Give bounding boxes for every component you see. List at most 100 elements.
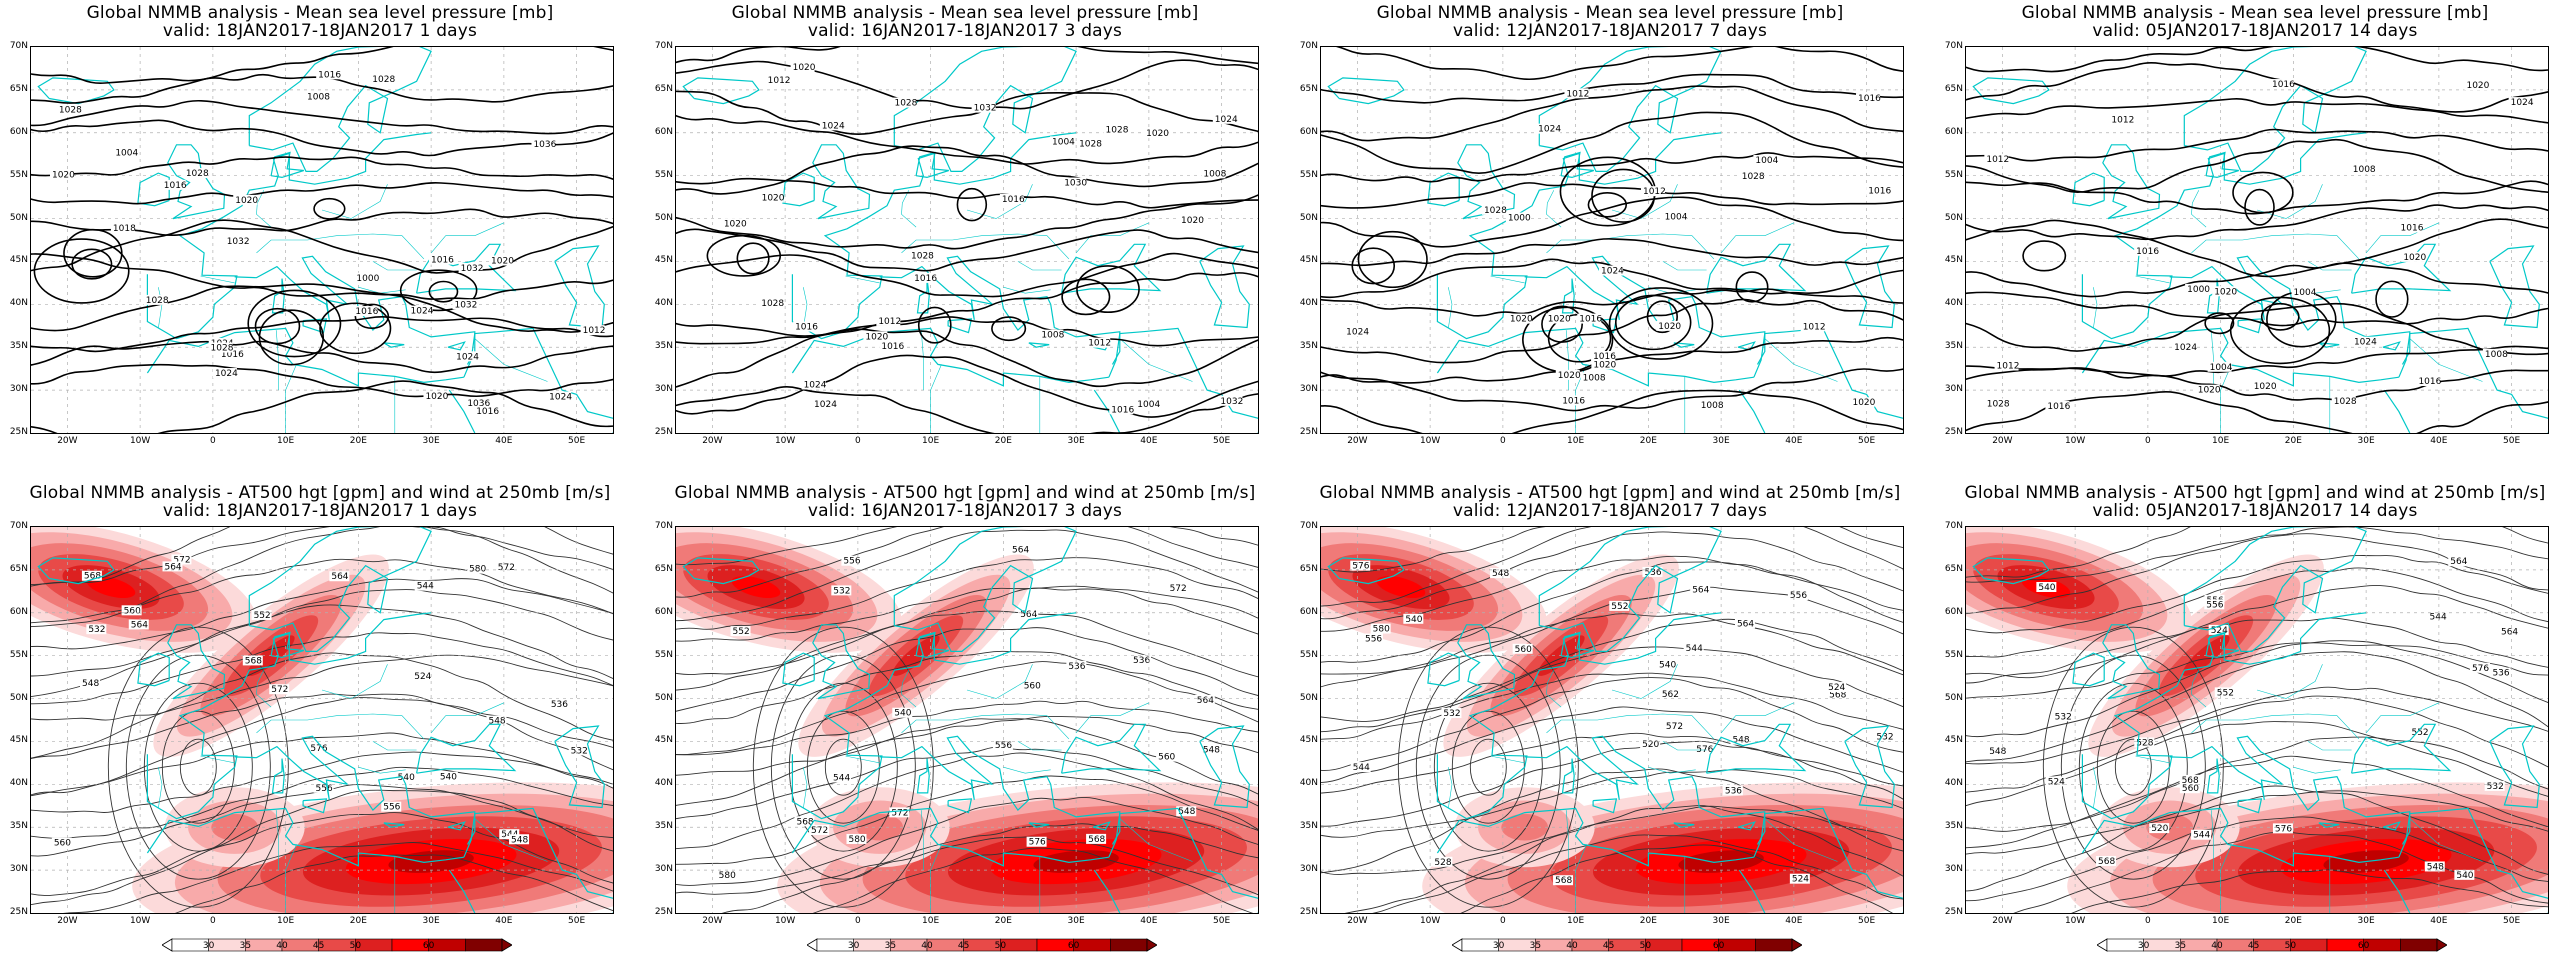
z500-map-panel: Global NMMB analysis - AT500 hgt [gpm] a… — [0, 480, 640, 960]
lat-tick-label: 40N — [654, 298, 673, 309]
isobar-label: 1004 — [115, 149, 138, 159]
lat-tick-label: 35N — [9, 821, 28, 832]
coastline — [1972, 527, 2548, 913]
valid-period: valid: 12JAN2017-18JAN2017 7 days — [1452, 501, 1768, 521]
lon-tick-label: 10W — [2064, 436, 2086, 446]
lon-tick-label: 20W — [57, 916, 78, 926]
height-label: 536 — [1068, 662, 1085, 672]
height-label: 560 — [1515, 645, 1532, 655]
lon-tick-label: 0 — [1500, 916, 1506, 926]
height-label: 576 — [1352, 562, 1369, 572]
isobar-label: 1020 — [2254, 382, 2277, 392]
lat-tick-label: 25N — [1299, 427, 1318, 437]
lat-tick-label: 65N — [9, 563, 28, 574]
lat-tick-label: 55N — [1944, 649, 1963, 660]
colorbar-tick-label: 60 — [1712, 941, 1725, 951]
lon-tick-label: 50E — [1858, 436, 1876, 446]
height-label: 560 — [1158, 753, 1175, 763]
height-label: 532 — [833, 586, 850, 596]
lat-tick-label: 35N — [1299, 341, 1318, 352]
coastline — [37, 47, 613, 433]
panel-title: Global NMMB analysis - Mean sea level pr… — [1290, 4, 1930, 40]
graticule — [676, 47, 1258, 433]
isobar-label: 1016 — [2136, 247, 2159, 257]
isobar-label: 1028 — [186, 169, 209, 179]
height-label: 540 — [1659, 660, 1676, 670]
isobars — [676, 47, 1258, 433]
isobar-label: 1012 — [768, 76, 791, 86]
height-label: 560 — [1024, 682, 1041, 692]
lon-tick-label: 40E — [1785, 436, 1803, 446]
lat-tick-label: 65N — [1944, 563, 1963, 574]
height-label: 564 — [2450, 557, 2467, 567]
coastline — [682, 47, 1258, 433]
height-label: 564 — [1012, 545, 1029, 555]
isobar-label: 1016 — [431, 256, 454, 266]
mslp-map-panel: Global NMMB analysis - Mean sea level pr… — [0, 0, 640, 480]
height-label: 568 — [796, 817, 813, 827]
lon-tick-label: 10W — [774, 436, 796, 446]
lon-tick-label: 0 — [855, 916, 861, 926]
lat-tick-label: 35N — [654, 341, 673, 352]
lon-tick-label: 40E — [1140, 436, 1158, 446]
lon-tick-label: 10E — [1567, 916, 1585, 926]
lon-tick-label: 10E — [922, 916, 940, 926]
lon-tick-label: 10W — [1419, 916, 1441, 926]
isobar-label: 1020 — [425, 392, 448, 402]
lat-tick-label: 55N — [9, 169, 28, 180]
lat-tick-label: 25N — [654, 907, 673, 917]
isobar-label: 1020 — [1510, 315, 1533, 325]
height-contours — [1321, 527, 1903, 913]
isobar-label: 1024 — [2511, 98, 2534, 108]
isobar-label: 1024 — [1538, 125, 1561, 135]
lat-tick-label: 55N — [1299, 649, 1318, 660]
height-label: 572 — [891, 808, 908, 818]
lon-tick-label: 50E — [568, 916, 586, 926]
isobar-label: 1016 — [881, 342, 904, 352]
height-label: 556 — [2206, 600, 2223, 610]
colorbar-tick-label: 50 — [994, 941, 1007, 951]
lat-tick-label: 60N — [1299, 606, 1318, 617]
wind-colorbar — [1452, 938, 1802, 952]
isobar-label: 1024 — [549, 392, 572, 402]
lon-tick-label: 10E — [277, 916, 295, 926]
isobar-label: 1016 — [1562, 396, 1585, 406]
isobar-label: 1012 — [1643, 187, 1666, 197]
lon-tick-label: 30E — [1712, 436, 1730, 446]
lat-tick-label: 40N — [1299, 778, 1318, 789]
height-label: 536 — [2492, 669, 2509, 679]
map-area: 1000 1004 1008 1012 1016 1020 1024 1028 1004 1008… — [1965, 46, 2549, 434]
lat-tick-label: 65N — [1299, 563, 1318, 574]
isobar-label: 1008 — [1583, 373, 1606, 383]
isobar-label: 1020 — [52, 171, 75, 181]
lat-tick-label: 50N — [1944, 692, 1963, 703]
isobar-label: 1028 — [911, 251, 934, 261]
graticule — [676, 527, 1258, 913]
isobar-label: 1028 — [761, 299, 784, 309]
height-label: 552 — [2217, 688, 2234, 698]
isobar-label: 1028 — [372, 75, 395, 85]
map-area: 1004 1008 1012 1016 1020 1024 1028 1032 1028 1024… — [675, 46, 1259, 434]
isobar-label: 1024 — [456, 352, 479, 362]
height-label: 564 — [164, 562, 181, 572]
colorbar-tick-label: 35 — [1529, 941, 1542, 951]
lon-tick-label: 10W — [129, 916, 151, 926]
isobar-label: 1016 — [221, 350, 244, 360]
panel-title: Global NMMB analysis - Mean sea level pr… — [0, 4, 640, 40]
lon-tick-label: 20W — [57, 436, 78, 446]
colorbar-tick-label: 45 — [1602, 941, 1615, 951]
isobar-label: 1036 — [467, 399, 490, 409]
wind-colorbar — [162, 938, 512, 952]
lat-tick-label: 70N — [1299, 41, 1318, 51]
lat-tick-label: 30N — [1299, 384, 1318, 395]
height-label: 576 — [1029, 838, 1046, 848]
height-label: 552 — [733, 627, 750, 637]
isobar-label: 1028 — [1079, 140, 1102, 150]
isobar-label: 1020 — [2198, 386, 2221, 396]
lon-tick-label: 30E — [422, 436, 440, 446]
lat-tick-label: 25N — [654, 427, 673, 437]
isobar-label: 1012 — [583, 326, 606, 336]
coastline — [1327, 47, 1903, 433]
height-label: 532 — [88, 625, 105, 635]
lat-tick-label: 60N — [654, 126, 673, 137]
